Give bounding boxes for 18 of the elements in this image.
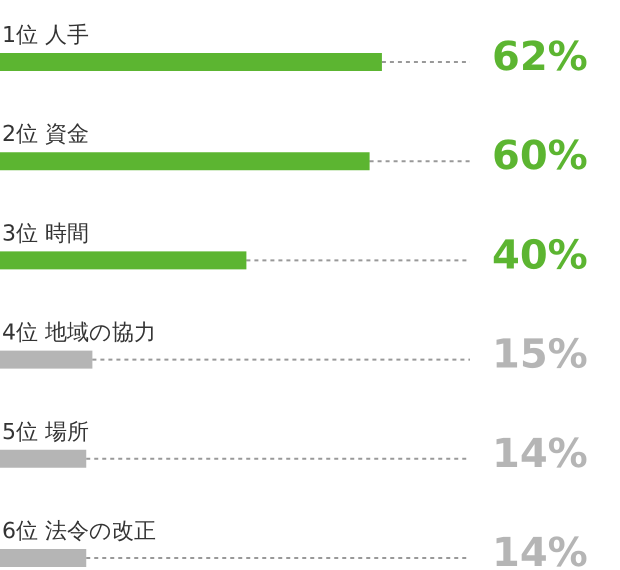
y-tick-label: 6位 法令の改正 — [2, 519, 156, 544]
y-tick-label: 3位 時間 — [2, 221, 89, 246]
bar — [0, 549, 86, 567]
y-tick-label: 4位 地域の協力 — [2, 320, 156, 346]
data-label: 14% — [492, 530, 588, 570]
data-label: 40% — [492, 232, 588, 278]
bar — [0, 251, 246, 270]
bar — [0, 450, 86, 468]
data-label: 62% — [492, 34, 588, 80]
y-tick-label: 1位 人手 — [2, 23, 89, 48]
y-tick-label: 5位 場所 — [2, 420, 89, 445]
data-label: 15% — [492, 332, 588, 378]
bar — [0, 152, 370, 170]
data-label: 14% — [492, 430, 588, 477]
y-tick-label: 2位 資金 — [2, 122, 89, 148]
data-label: 60% — [492, 133, 588, 180]
bar — [0, 350, 92, 369]
bar — [0, 53, 382, 71]
